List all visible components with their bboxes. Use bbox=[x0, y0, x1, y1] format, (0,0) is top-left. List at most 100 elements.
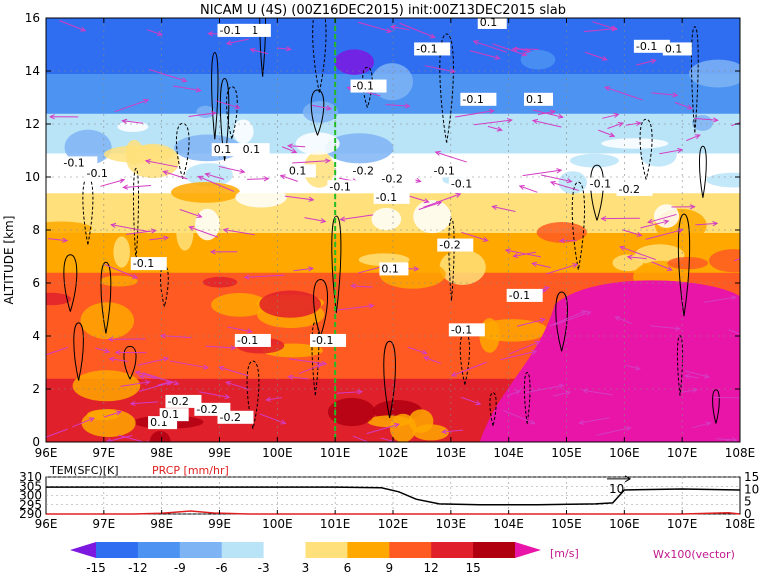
wind-vector bbox=[399, 22, 436, 38]
contour-label-box bbox=[234, 333, 271, 347]
surface-arrow-head bbox=[624, 475, 632, 483]
contour-label: -0.2 bbox=[217, 410, 254, 424]
contour-label: 0.1 bbox=[240, 143, 270, 157]
contour-label-box bbox=[587, 177, 624, 191]
wind-vector bbox=[473, 119, 512, 126]
wind-vector bbox=[292, 160, 330, 164]
wind-vector-head bbox=[132, 273, 139, 279]
wind-vector bbox=[509, 341, 540, 355]
wind-vector bbox=[385, 104, 410, 107]
wind-vector-head bbox=[482, 236, 489, 242]
wind-vector bbox=[492, 43, 527, 56]
contour-line bbox=[100, 261, 112, 334]
contour-label-box bbox=[286, 164, 316, 178]
wind-vector bbox=[651, 261, 673, 271]
wind-vector-head bbox=[712, 221, 719, 227]
wind-vector-head bbox=[534, 340, 541, 346]
wind-vector-head bbox=[224, 394, 231, 400]
wind-vector bbox=[137, 357, 169, 366]
wind-vector-head bbox=[413, 266, 420, 272]
wind-vector-head bbox=[390, 24, 397, 30]
contour-line bbox=[571, 181, 586, 270]
x-tick-label: 102E bbox=[378, 446, 409, 460]
contour-label: 0.1 bbox=[524, 92, 554, 106]
wind-vector bbox=[515, 47, 531, 53]
wind-vector bbox=[473, 40, 507, 53]
x-tick-label: 104E bbox=[493, 446, 524, 460]
wind-vector bbox=[125, 229, 156, 235]
wind-vector-head bbox=[197, 175, 204, 181]
field-patch bbox=[689, 59, 740, 88]
wind-vector-head bbox=[265, 396, 272, 402]
surface-x-tick-label: 98E bbox=[150, 517, 173, 531]
wind-vector-head bbox=[143, 98, 150, 104]
contour-label-box bbox=[84, 167, 121, 180]
contour-line bbox=[459, 332, 471, 385]
field-patch bbox=[211, 292, 269, 317]
wind-vector-head bbox=[316, 363, 323, 369]
wind-vector bbox=[293, 267, 313, 272]
contour-line bbox=[439, 33, 454, 143]
field-patch bbox=[640, 143, 677, 167]
wind-vector-head bbox=[62, 237, 69, 243]
wind-vector bbox=[225, 381, 250, 391]
contour-line bbox=[677, 213, 691, 317]
wind-vector-head bbox=[636, 231, 643, 237]
y-tick-label: 12 bbox=[25, 117, 40, 131]
wind-vector bbox=[160, 335, 192, 339]
wind-vector bbox=[391, 26, 410, 31]
wind-vector bbox=[311, 104, 331, 110]
wind-vector bbox=[553, 311, 591, 326]
contour-label: -0.2 bbox=[165, 394, 202, 408]
field-patch bbox=[667, 256, 708, 270]
field-patch bbox=[64, 129, 112, 165]
wind-vector bbox=[95, 347, 110, 353]
wind-vector-head bbox=[204, 172, 211, 178]
wind-vector bbox=[505, 249, 541, 258]
wind-vector bbox=[149, 68, 187, 82]
colorbar-segment bbox=[305, 542, 348, 558]
wind-vector bbox=[109, 358, 129, 362]
wind-vector-head bbox=[749, 396, 754, 400]
contour-label-box bbox=[448, 323, 485, 337]
wind-vector bbox=[686, 134, 700, 142]
wind-vector bbox=[146, 29, 163, 36]
wind-vector-head bbox=[181, 77, 188, 83]
wind-vector-head bbox=[196, 212, 203, 218]
wind-vector bbox=[288, 145, 306, 148]
wind-vector-head bbox=[731, 295, 738, 301]
field-patch bbox=[233, 119, 254, 144]
contour-line bbox=[219, 78, 230, 161]
contour-label-text: -0.2 bbox=[439, 239, 460, 252]
surface-x-tick-label: 104E bbox=[493, 517, 524, 531]
wind-vector bbox=[469, 50, 500, 59]
wind-vector-head bbox=[529, 419, 536, 425]
wind-vector-head bbox=[475, 400, 482, 406]
wind-vector bbox=[624, 364, 641, 370]
wind-vector-head bbox=[225, 381, 232, 387]
wind-vector-head bbox=[472, 40, 479, 46]
field-patch bbox=[87, 409, 121, 421]
vector-scale-note: Wx100(vector) bbox=[653, 548, 735, 561]
wind-vector bbox=[226, 38, 249, 45]
wind-vector-head bbox=[108, 356, 115, 362]
wind-vector-head bbox=[758, 449, 763, 453]
wind-vector-head bbox=[565, 390, 572, 396]
contour-line bbox=[123, 345, 137, 380]
wind-vector-head bbox=[423, 356, 430, 362]
wind-vector bbox=[583, 389, 613, 396]
wind-vector bbox=[516, 318, 545, 327]
wind-vector bbox=[130, 401, 159, 405]
wind-vector bbox=[506, 390, 521, 397]
contour-label-text: -0.1 bbox=[237, 334, 258, 347]
wind-vector-head bbox=[291, 148, 298, 154]
wind-vector-head bbox=[144, 159, 151, 165]
contour-label-text: -0.1 bbox=[329, 180, 350, 193]
wind-vector bbox=[522, 169, 562, 177]
wind-vector bbox=[513, 251, 537, 257]
wind-vector bbox=[100, 179, 125, 187]
x-tick-label: 97E bbox=[92, 446, 115, 460]
wind-vector bbox=[352, 435, 370, 442]
contour-label: -0.1 bbox=[448, 177, 485, 191]
field-patch bbox=[202, 276, 238, 288]
